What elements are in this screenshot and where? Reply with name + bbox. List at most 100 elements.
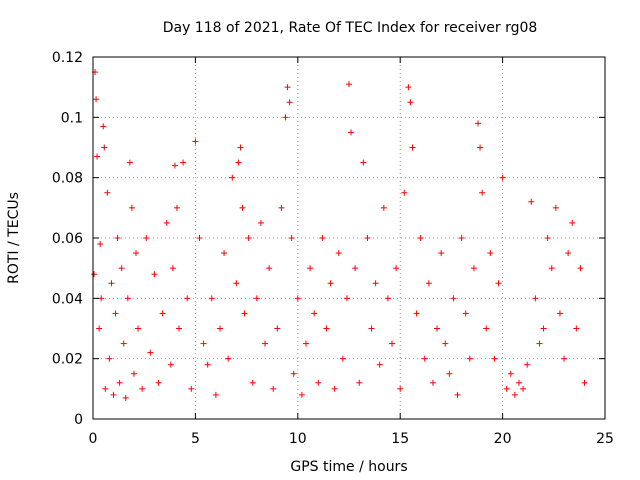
data-point	[266, 265, 273, 272]
data-point	[173, 204, 180, 211]
data-point	[196, 235, 203, 241]
data-point	[515, 379, 522, 386]
data-point	[302, 340, 309, 347]
data-point	[499, 174, 506, 181]
data-point	[548, 265, 555, 272]
data-point	[360, 159, 367, 166]
data-point	[376, 361, 383, 368]
data-points	[91, 69, 588, 401]
y-tick-label: 0	[74, 412, 83, 428]
data-point	[290, 370, 297, 377]
data-point	[569, 219, 576, 226]
data-point	[495, 280, 502, 287]
data-point	[393, 265, 400, 272]
data-point	[356, 379, 363, 386]
data-point	[462, 310, 469, 317]
data-point	[270, 385, 277, 392]
y-tick-label: 0.02	[52, 352, 83, 368]
axis-tick-labels: 0 5 10 15 20 25 0 0.02 0.04 0.06 0.08 0.1 0.12	[52, 50, 614, 447]
data-point	[511, 391, 518, 398]
data-point	[581, 379, 588, 386]
data-point	[565, 250, 572, 257]
data-point	[133, 250, 140, 257]
x-tick-label: 5	[191, 431, 200, 447]
data-point	[124, 295, 131, 302]
data-point	[556, 310, 563, 317]
data-point	[112, 310, 119, 317]
data-point	[475, 120, 482, 127]
data-point	[169, 265, 176, 272]
data-point	[257, 219, 264, 226]
data-point	[573, 325, 580, 332]
data-point	[417, 235, 424, 241]
data-point	[171, 162, 178, 169]
data-point	[120, 340, 127, 347]
data-point	[130, 370, 137, 377]
data-point	[135, 325, 142, 332]
x-tick-label: 10	[289, 431, 307, 447]
data-point	[307, 265, 314, 272]
data-point	[380, 204, 387, 211]
y-tick-label: 0.04	[52, 291, 83, 307]
data-point	[331, 385, 338, 392]
data-point	[491, 355, 498, 362]
data-point	[477, 144, 484, 151]
y-tick-label: 0.1	[61, 110, 83, 126]
data-point	[284, 84, 291, 91]
data-point	[536, 340, 543, 347]
data-point	[96, 325, 103, 332]
data-point	[91, 271, 98, 278]
data-point	[155, 379, 162, 386]
data-point	[106, 355, 113, 362]
data-point	[233, 280, 240, 287]
data-point	[180, 159, 187, 166]
data-point	[101, 144, 108, 151]
data-point	[458, 235, 465, 241]
y-tick-label: 0.12	[52, 50, 83, 66]
data-point	[100, 123, 107, 130]
data-point	[212, 391, 219, 398]
data-point	[528, 198, 535, 205]
data-point	[116, 379, 123, 386]
data-point	[384, 295, 391, 302]
data-point	[372, 280, 379, 287]
data-point	[348, 129, 355, 136]
x-tick-label: 25	[596, 431, 614, 447]
data-point	[561, 355, 568, 362]
axis-ticks	[92, 56, 606, 420]
data-point	[429, 379, 436, 386]
data-point	[278, 204, 285, 211]
data-point	[262, 340, 269, 347]
data-point	[282, 114, 289, 121]
data-point	[188, 385, 195, 392]
data-point	[110, 391, 117, 398]
data-point	[114, 235, 121, 241]
data-point	[544, 235, 551, 241]
data-point	[470, 265, 477, 272]
data-point	[409, 144, 416, 151]
data-point	[335, 250, 342, 257]
data-point	[221, 250, 228, 257]
data-point	[204, 361, 211, 368]
data-point	[122, 394, 129, 401]
data-point	[577, 265, 584, 272]
y-axis-label: ROTI / TECUs	[6, 192, 22, 284]
data-point	[126, 159, 133, 166]
data-point	[389, 340, 396, 347]
data-point	[483, 325, 490, 332]
y-tick-label: 0.06	[52, 231, 83, 247]
data-point	[487, 250, 494, 257]
data-point	[104, 189, 111, 196]
data-point	[239, 204, 246, 211]
data-point	[294, 295, 301, 302]
data-point	[93, 96, 100, 103]
data-point	[245, 235, 252, 241]
data-point	[507, 370, 514, 377]
data-point	[249, 379, 256, 386]
data-point	[216, 325, 223, 332]
data-point	[311, 310, 318, 317]
data-point	[208, 295, 215, 302]
data-point	[253, 295, 260, 302]
data-point	[438, 250, 445, 257]
